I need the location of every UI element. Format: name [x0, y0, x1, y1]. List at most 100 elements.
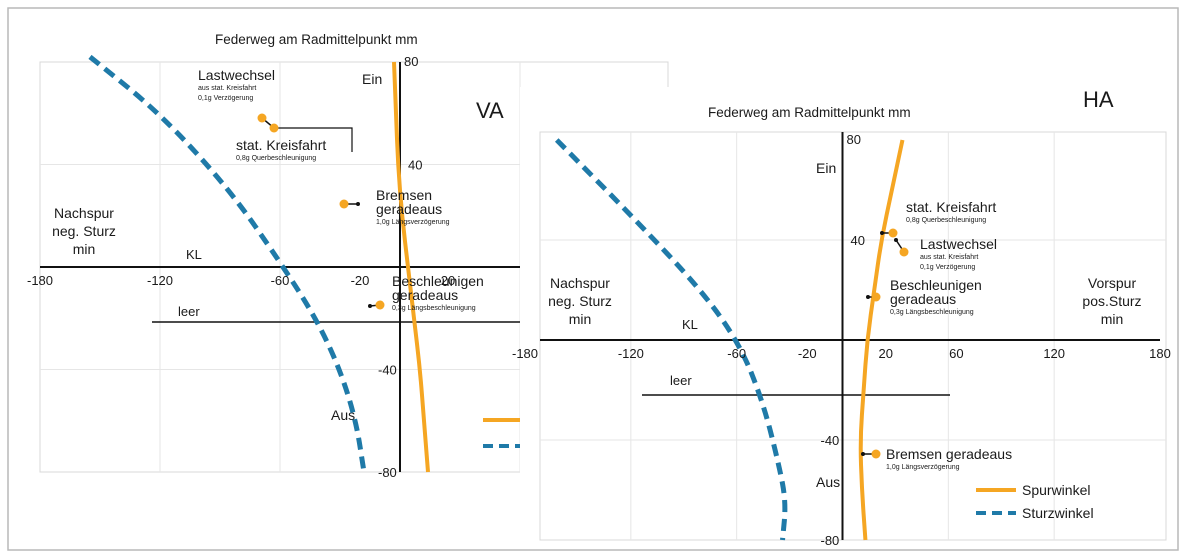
- va-kl-label: KL: [186, 247, 202, 262]
- va-annotation-title: Bremsen: [376, 187, 432, 203]
- ha-annotation-marker: [888, 228, 898, 238]
- ha-y-tick-label: 80: [847, 132, 861, 147]
- ha-x-tick-label: 60: [949, 346, 963, 361]
- va-ein-label: Ein: [362, 71, 382, 87]
- va-annotation-note: 1,0g Längsverzögerung: [376, 219, 450, 226]
- va-legend-stubs: [483, 418, 520, 448]
- va-annotation-marker: [269, 123, 279, 133]
- ha-annotation-title2: geradeaus: [890, 291, 956, 307]
- ha-annotation-endpoint: [894, 238, 898, 242]
- va-series-sturzwinkel: [88, 54, 367, 473]
- ha-right-label-2: pos.Sturz: [1082, 293, 1141, 309]
- ha-left-label-1: Nachspur: [550, 275, 610, 291]
- va-annotation-note: 0,1g Verzögerung: [198, 95, 253, 102]
- va-y-tick-label: 80: [404, 54, 418, 69]
- ha-series: [554, 138, 905, 541]
- va-annotation: stat. Kreisfahrt 0,8g Querbeschleunigung: [236, 123, 326, 162]
- va-annotation-marker: [339, 199, 349, 209]
- ha-x-tick-label: 180: [1149, 346, 1171, 361]
- va-aus-label: Aus: [331, 407, 355, 423]
- va-annotation-title: Beschleunigen: [392, 273, 484, 289]
- ha-annotation-endpoint: [861, 452, 865, 456]
- va-annotation-title: stat. Kreisfahrt: [236, 137, 326, 153]
- ha-left-label-3: min: [569, 311, 592, 327]
- va-axes: [40, 62, 520, 472]
- ha-annotation-title: Beschleunigen: [890, 277, 982, 293]
- va-series: [88, 54, 430, 473]
- ha-annotation-note: 1,0g Längsverzögerung: [886, 464, 960, 471]
- ha-grid: [540, 132, 1166, 540]
- ha-x-tick-label: -60: [727, 346, 746, 361]
- ha-annotation-marker: [871, 449, 881, 459]
- ha-annotation-title: Lastwechsel: [920, 236, 997, 252]
- legend: Spurwinkel Sturzwinkel: [976, 482, 1094, 521]
- ha-x-tick-label: -120: [618, 346, 644, 361]
- ha-left-label-2: neg. Sturz: [548, 293, 612, 309]
- ha-annotation-note: aus stat. Kreisfahrt: [920, 254, 978, 261]
- ha-annotations: stat. Kreisfahrt 0,8g Querbeschleunigung L…: [861, 199, 1012, 471]
- ha-ein-label: Ein: [816, 160, 836, 176]
- ha-panel-label: HA: [1083, 87, 1114, 112]
- ha-tick-labels: -180 -120 -60 -20 20 60 120 180 80 40 -40 -80: [512, 132, 1171, 548]
- ha-series-spurwinkel: [858, 139, 905, 541]
- va-panel-label: VA: [476, 98, 504, 123]
- va-annotation-note: 0,3g Längsbeschleunigung: [392, 305, 476, 312]
- ha-title: Federweg am Radmittelpunkt mm: [708, 105, 911, 120]
- va-annotation-note: aus stat. Kreisfahrt: [198, 85, 256, 92]
- va-annotation-connector: [274, 127, 353, 152]
- ha-aus-label: Aus: [816, 474, 840, 490]
- ha-x-tick-label: -20: [798, 346, 817, 361]
- va-left-label-1: Nachspur: [54, 205, 114, 221]
- va-series-spurwinkel: [392, 61, 430, 473]
- va-annotation: Lastwechsel aus stat. Kreisfahrt 0,1g Verz…: [198, 67, 353, 152]
- panel-ha: Federweg am Radmittelpunkt mm HA Nachspu…: [512, 87, 1171, 548]
- ha-annotation-note: 0,3g Längsbeschleunigung: [890, 309, 974, 316]
- va-annotation-title: Lastwechsel: [198, 67, 275, 83]
- ha-x-tick-label: 120: [1043, 346, 1065, 361]
- ha-y-tick-label: -80: [821, 533, 840, 548]
- ha-annotation: Bremsen geradeaus 1,0g Längsverzögerung: [861, 446, 1012, 471]
- va-annotation-title2: geradeaus: [376, 201, 442, 217]
- legend-label-spurwinkel: Spurwinkel: [1022, 482, 1090, 498]
- va-y-tick-label: -80: [378, 465, 397, 480]
- va-x-tick-label: 20: [441, 273, 455, 288]
- va-annotation-endpoint: [356, 202, 360, 206]
- va-annotation-note: 0,8g Querbeschleunigung: [236, 155, 316, 162]
- ha-annotation-note: 0,1g Verzögerung: [920, 264, 975, 271]
- legend-label-sturzwinkel: Sturzwinkel: [1022, 505, 1094, 521]
- va-annotation-marker: [257, 113, 267, 123]
- ha-x-tick-label: -180: [512, 346, 538, 361]
- ha-plot-frame: [539, 131, 1167, 541]
- ha-annotation-marker: [871, 292, 881, 302]
- ha-annotation-note: 0,8g Querbeschleunigung: [906, 217, 986, 224]
- va-x-tick-label: -60: [271, 273, 290, 288]
- va-annotation-endpoint: [368, 304, 372, 308]
- va-x-tick-label: -20: [351, 273, 370, 288]
- ha-x-tick-label: 20: [879, 346, 893, 361]
- va-y-tick-label: -40: [378, 363, 397, 378]
- va-annotations: Lastwechsel aus stat. Kreisfahrt 0,1g Verz…: [198, 67, 484, 312]
- va-left-label-2: neg. Sturz: [52, 223, 116, 239]
- ha-annotation-marker: [899, 247, 909, 257]
- ha-y-tick-label: -40: [821, 433, 840, 448]
- va-annotation-marker: [375, 300, 385, 310]
- ha-annotation-endpoint: [880, 231, 884, 235]
- va-left-label-3: min: [73, 241, 96, 257]
- ha-annotation-title: Bremsen geradeaus: [886, 446, 1012, 462]
- ha-annotation-title: stat. Kreisfahrt: [906, 199, 996, 215]
- ha-annotation: Lastwechsel aus stat. Kreisfahrt 0,1g Verz…: [894, 236, 997, 271]
- va-x-tick-label: -120: [147, 273, 173, 288]
- ha-leer-label: leer: [670, 373, 692, 388]
- ha-right-label-1: Vorspur: [1088, 275, 1137, 291]
- va-x-tick-label: -180: [27, 273, 53, 288]
- ha-y-tick-label: 40: [851, 233, 865, 248]
- ha-right-label-3: min: [1101, 311, 1124, 327]
- va-y-tick-label: 40: [408, 158, 422, 173]
- ha-kl-label: KL: [682, 317, 698, 332]
- va-leer-label: leer: [178, 304, 200, 319]
- ha-annotation-endpoint: [866, 295, 870, 299]
